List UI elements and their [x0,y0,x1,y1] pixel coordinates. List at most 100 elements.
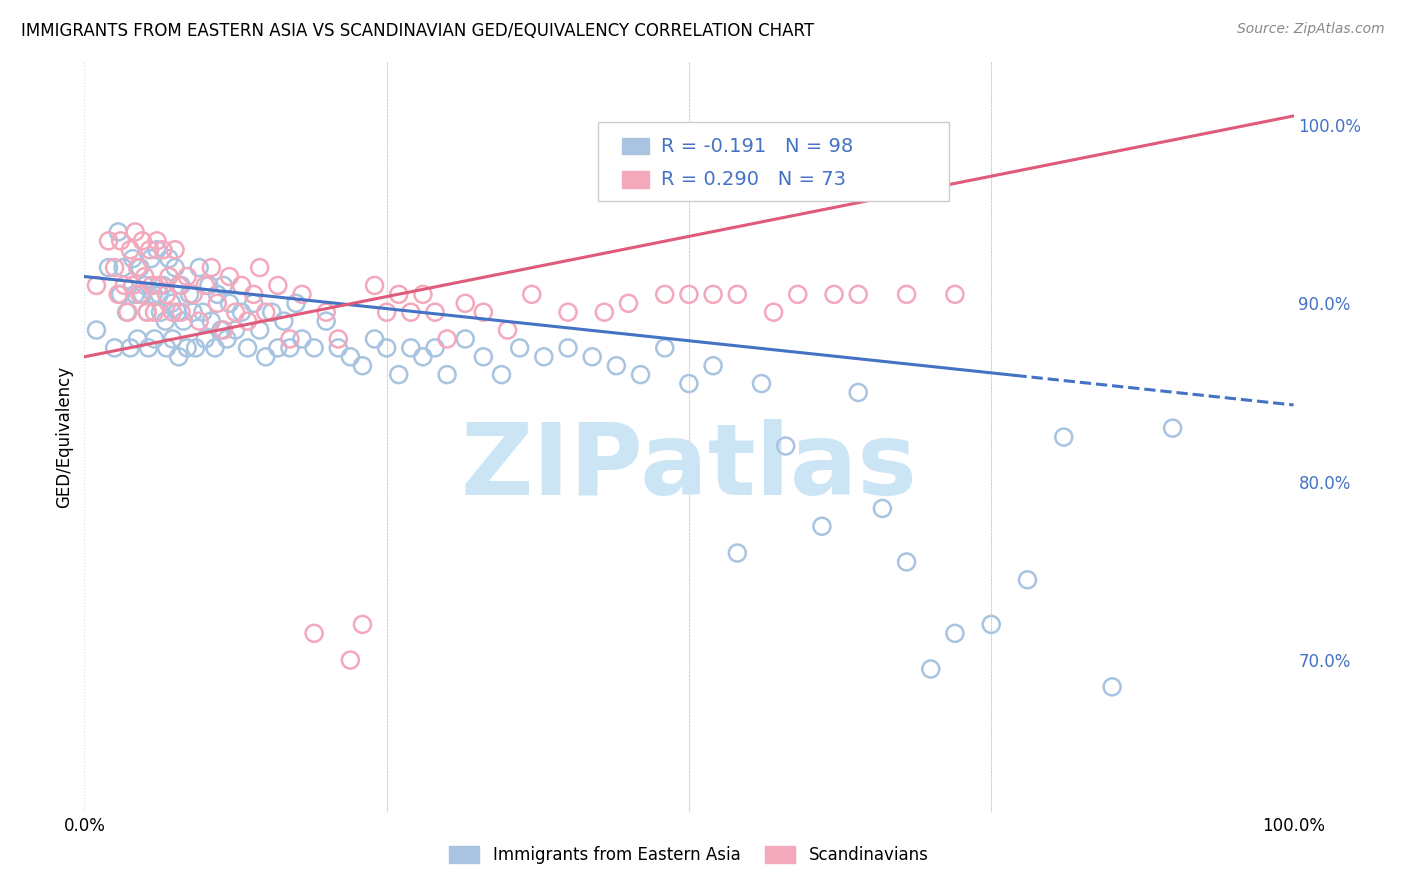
Point [104,341,127,355]
Point [200,260,222,275]
Point [399,305,422,319]
Point [725,546,748,560]
Point [173,314,195,328]
Point [436,368,458,382]
Point [218,296,240,310]
Point [212,278,235,293]
Point [291,287,314,301]
Point [678,287,700,301]
Point [896,555,918,569]
Point [278,332,301,346]
Point [117,305,139,319]
Point [278,341,301,355]
Point [454,296,477,310]
Point [157,269,180,284]
Point [472,350,495,364]
Point [181,305,204,319]
Point [328,341,350,355]
Point [352,617,374,632]
Point [97,260,120,275]
Point [121,278,143,293]
Point [630,368,652,382]
Point [165,243,187,257]
Point [162,332,184,346]
Point [146,234,169,248]
Point [242,287,264,301]
Point [702,359,724,373]
Point [654,287,676,301]
Point [129,260,152,275]
Point [131,287,153,301]
Point [375,305,398,319]
Legend: Immigrants from Eastern Asia, Scandinavians: Immigrants from Eastern Asia, Scandinavi… [443,839,935,871]
Point [236,341,259,355]
Point [496,323,519,337]
Point [120,243,142,257]
Point [110,234,132,248]
Point [104,260,127,275]
Point [423,305,446,319]
Point [363,332,385,346]
Point [194,278,217,293]
Point [188,260,211,275]
Point [155,314,177,328]
Point [775,439,797,453]
Point [1101,680,1123,694]
Point [134,269,156,284]
Point [121,252,143,266]
Point [184,341,207,355]
Point [654,341,676,355]
Text: ZIPatlas: ZIPatlas [461,418,917,516]
Point [725,287,748,301]
Point [181,287,204,301]
Point [249,323,271,337]
Point [225,305,247,319]
Point [167,350,190,364]
Point [209,323,232,337]
Point [218,269,240,284]
Point [315,314,337,328]
Point [605,359,627,373]
Point [896,287,918,301]
Point [200,314,222,328]
Point [120,341,142,355]
Point [1053,430,1076,444]
Point [231,278,253,293]
Point [149,305,172,319]
Point [204,341,226,355]
Point [165,260,187,275]
Point [581,350,603,364]
Point [509,341,531,355]
Point [284,296,308,310]
Point [412,287,434,301]
Point [436,332,458,346]
Point [242,296,264,310]
Point [751,376,773,391]
Point [811,519,834,533]
Point [260,305,283,319]
Point [593,305,616,319]
Point [533,350,555,364]
Point [170,305,193,319]
Point [127,332,149,346]
Point [86,323,108,337]
Point [678,376,700,391]
Point [138,341,160,355]
Point [388,368,411,382]
Point [143,305,166,319]
Point [363,278,385,293]
Point [254,350,277,364]
Text: R = 0.290   N = 73: R = 0.290 N = 73 [661,170,846,189]
Point [191,305,214,319]
Point [315,305,337,319]
FancyBboxPatch shape [623,171,650,187]
Point [249,260,271,275]
Point [557,305,579,319]
Point [143,332,166,346]
Point [157,252,180,266]
Point [166,305,188,319]
Point [352,359,374,373]
Point [412,350,434,364]
Text: Source: ZipAtlas.com: Source: ZipAtlas.com [1237,22,1385,37]
Point [207,296,229,310]
